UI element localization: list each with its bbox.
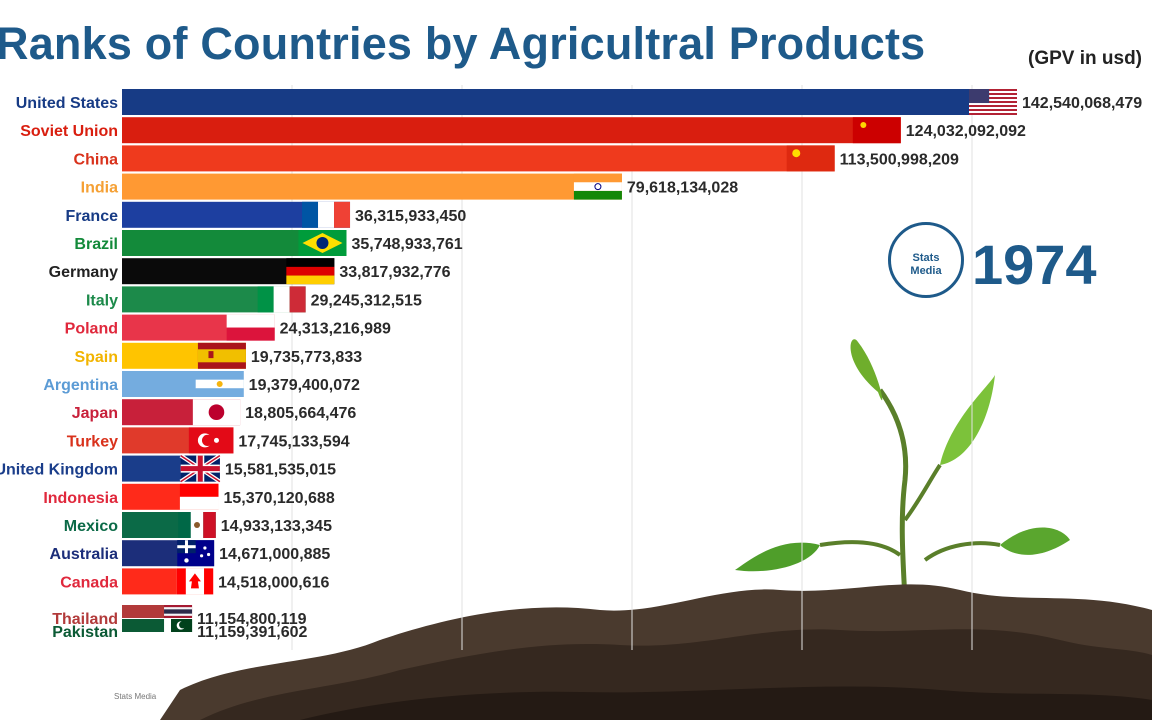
value-label: 14,518,000,616 — [218, 574, 329, 591]
chart-title: Ranks of Countries by Agricultral Produc… — [0, 18, 926, 69]
germany-flag — [286, 258, 335, 285]
watermark: Stats Media — [114, 692, 157, 701]
category-label: Italy — [86, 292, 118, 309]
logo-text: Stats Media — [910, 252, 942, 277]
category-label: Germany — [49, 264, 118, 281]
thailand-flag — [164, 605, 193, 618]
india-flag — [573, 173, 622, 200]
soviet-flag — [852, 117, 901, 144]
value-label: 142,540,068,479 — [1022, 95, 1142, 112]
argentina-flag — [195, 371, 244, 397]
category-label: Canada — [60, 574, 118, 591]
turkey-flag — [188, 427, 234, 454]
category-label: Japan — [72, 405, 118, 422]
bar-row: Japan 18,805,664,476 — [72, 399, 356, 426]
bar-row: Thailand 11,154,800,119 — [52, 605, 307, 628]
value-label: 33,817,932,776 — [339, 264, 450, 281]
bar-row: Italy 29,245,312,515 — [86, 286, 422, 313]
value-label: 29,245,312,515 — [311, 292, 422, 309]
category-label: Indonesia — [43, 490, 118, 507]
category-label: Pakistan — [52, 624, 118, 641]
bar-row: Mexico 14,933,133,345 — [64, 512, 332, 538]
indonesia-flag — [179, 483, 219, 510]
category-label: Brazil — [74, 236, 118, 253]
australia-flag — [177, 540, 215, 567]
bar — [122, 117, 901, 144]
bar-row: France 36,315,933,450 — [66, 201, 466, 228]
bar — [122, 173, 622, 200]
france-flag — [302, 201, 351, 228]
bar-row: United Kingdom 15,581,535,015 — [0, 453, 336, 484]
category-label: China — [74, 151, 119, 168]
poland-flag — [226, 314, 275, 341]
bar — [122, 89, 1017, 115]
value-label: 19,735,773,833 — [251, 349, 362, 366]
bar-row: Indonesia 15,370,120,688 — [43, 483, 335, 510]
stats-media-logo: Stats Media — [888, 222, 964, 298]
plant-illustration — [735, 339, 1070, 601]
category-label: Soviet Union — [20, 123, 118, 140]
us-flag — [969, 89, 1017, 115]
value-label: 19,379,400,072 — [249, 377, 360, 394]
spain-flag — [197, 342, 246, 369]
bar-row: Pakistan 11,159,391,602 — [52, 619, 308, 641]
bar-row: Canada 14,518,000,616 — [60, 568, 329, 595]
value-label: 24,313,216,989 — [280, 321, 391, 338]
category-label: Turkey — [67, 433, 118, 450]
bar-row: Germany 33,817,932,776 — [49, 258, 451, 285]
china-flag — [786, 145, 835, 172]
category-label: Thailand — [52, 611, 118, 628]
value-label: 15,581,535,015 — [225, 462, 336, 479]
chart-subtitle: (GPV in usd) — [1028, 48, 1142, 69]
value-label: 15,370,120,688 — [224, 490, 335, 507]
value-label: 79,618,134,028 — [627, 180, 738, 197]
value-label: 124,032,092,092 — [906, 123, 1026, 140]
bar-row: Australia 14,671,000,885 — [50, 540, 330, 567]
value-label: 11,159,391,602 — [197, 624, 307, 641]
bar-row: China 113,500,998,209 — [74, 145, 959, 172]
year-label: 1974 — [972, 233, 1097, 296]
pakistan-flag — [164, 619, 193, 632]
bar-row: Spain 19,735,773,833 — [74, 342, 362, 369]
value-label: 14,933,133,345 — [221, 518, 332, 535]
canada-flag — [176, 568, 214, 595]
value-label: 17,745,133,594 — [238, 433, 349, 450]
bar-row: United States 142,540,068,479 — [16, 89, 1142, 115]
value-label: 11,154,800,119 — [197, 611, 307, 628]
italy-flag — [257, 286, 306, 313]
bar-row: Turkey 17,745,133,594 — [67, 427, 350, 454]
category-label: France — [66, 208, 119, 225]
value-label: 35,748,933,761 — [351, 236, 462, 253]
value-label: 36,315,933,450 — [355, 208, 466, 225]
category-label: Argentina — [43, 377, 118, 394]
bar-row: Soviet Union 124,032,092,092 — [20, 117, 1026, 144]
category-label: Mexico — [64, 518, 118, 535]
category-label: Australia — [50, 546, 119, 563]
value-label: 14,671,000,885 — [219, 546, 330, 563]
brazil-flag — [298, 230, 347, 256]
soil-illustration — [160, 584, 1152, 720]
category-label: Poland — [65, 321, 118, 338]
uk-flag — [179, 453, 221, 484]
category-label: Spain — [74, 349, 118, 366]
value-label: 113,500,998,209 — [840, 151, 959, 168]
category-label: India — [81, 180, 118, 197]
bar-row: Poland 24,313,216,989 — [65, 314, 391, 341]
mexico-flag — [178, 512, 216, 538]
value-label: 18,805,664,476 — [245, 405, 356, 422]
bar-row: Argentina 19,379,400,072 — [43, 371, 360, 397]
bar-row: India 79,618,134,028 — [81, 173, 738, 200]
bar-row: Brazil 35,748,933,761 — [74, 230, 463, 256]
bar — [122, 145, 835, 172]
category-label: United States — [16, 95, 118, 112]
category-label: United Kingdom — [0, 462, 118, 479]
japan-flag — [192, 399, 241, 426]
